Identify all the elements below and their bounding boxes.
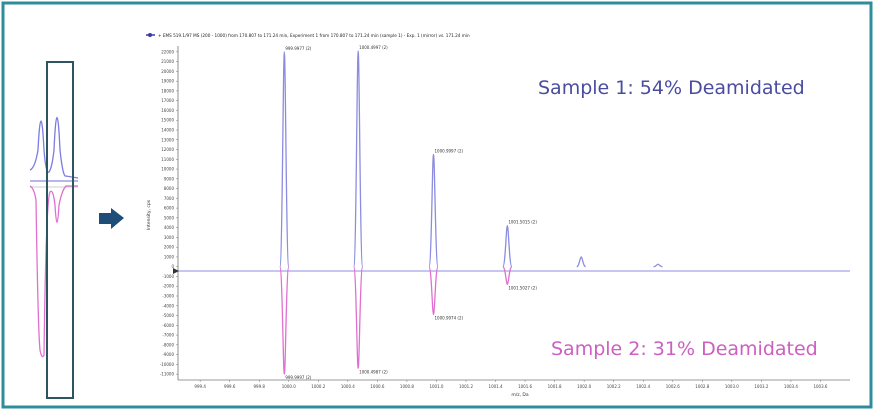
x-tick-labels: 999.4 999.6 999.8 1000.0 1000.2 1000.4 1000.6 1… [194, 380, 828, 389]
y-tick-label: 0 [171, 264, 174, 269]
y-tick-label: 4000 [164, 225, 175, 230]
chart-title: + EMS 519.1/97 MS (200 - 1000) from 170.… [158, 33, 470, 38]
y-tick-label: 17000 [161, 98, 174, 103]
peak-label: 1000.9974 (2) [435, 316, 464, 321]
peak [428, 153, 439, 268]
x-axis-label: m/z, Da [511, 392, 529, 398]
y-tick-label: 5000 [164, 215, 175, 220]
x-tick-label: 1001.6 [518, 384, 532, 389]
y-tick-label: 20000 [161, 69, 174, 74]
y-tick-label: -9000 [162, 352, 174, 357]
x-tick-label: 1003.4 [784, 384, 798, 389]
x-tick-label: 1003.0 [725, 384, 739, 389]
x-tick-label: 1001.0 [429, 384, 443, 389]
y-tick-label: 21000 [161, 59, 174, 64]
peak-label: 1001.5027 (2) [508, 285, 537, 290]
y-tick-label: -3000 [162, 294, 174, 299]
y-tick-label: 1000 [164, 254, 175, 259]
peak [279, 51, 290, 268]
peak-label: 1000.4997 (2) [359, 45, 388, 50]
x-tick-label: 999.4 [194, 384, 206, 389]
y-tick-label: 6000 [164, 206, 175, 211]
right-arrow-icon [99, 208, 124, 229]
peak-label: 999.9977 (2) [285, 46, 311, 51]
y-tick-label: 3000 [164, 235, 175, 240]
peak [502, 225, 513, 268]
inset-sample1-trace [29, 116, 79, 179]
x-tick-label: 1000.0 [282, 384, 296, 389]
y-tick-label: -1000 [162, 274, 174, 279]
peak [353, 50, 364, 268]
y-tick-labels: 2200021000200001900018000170001600015000… [160, 49, 178, 377]
x-tick-label: 1001.2 [459, 384, 473, 389]
x-tick-label: 1003.6 [813, 384, 827, 389]
peak [279, 266, 290, 375]
peak-label: 1001.5015 (2) [508, 220, 537, 225]
sample1-label: Sample 1: 54% Deamidated [538, 77, 805, 99]
y-tick-label: 13000 [161, 137, 174, 142]
y-axis-label: Intensity, cps [146, 199, 152, 230]
y-tick-label: 9000 [164, 176, 175, 181]
series-group: 999.9977 (2) 1000.4997 (2) 1000.9997 (2) 10… [279, 45, 663, 380]
y-tick-label: 14000 [161, 127, 174, 132]
y-tick-label: 16000 [161, 108, 174, 113]
y-tick-label: 11000 [161, 157, 174, 162]
peak [428, 266, 439, 316]
x-tick-label: 1002.0 [577, 384, 591, 389]
y-tick-label: -11000 [160, 372, 175, 377]
x-tick-label: 1000.4 [341, 384, 355, 389]
inset-overview [29, 61, 79, 399]
y-tick-label: 19000 [161, 79, 174, 84]
y-tick-label: -10000 [160, 362, 175, 367]
x-tick-label: 1000.2 [311, 384, 325, 389]
x-tick-label: 999.6 [224, 384, 236, 389]
x-tick-label: 1002.6 [666, 384, 680, 389]
y-tick-label: 12000 [161, 147, 174, 152]
x-tick-label: 1003.2 [754, 384, 768, 389]
series-2: 999.9997 (2) 1000.4987 (2) 1000.9974 (2) 10… [279, 266, 537, 380]
inset-sample2-trace [29, 185, 78, 358]
x-tick-label: 999.8 [254, 384, 266, 389]
peak [576, 256, 586, 268]
y-tick-label: 7000 [164, 196, 175, 201]
y-tick-label: 8000 [164, 186, 175, 191]
y-tick-label: -5000 [162, 313, 174, 318]
y-tick-label: -6000 [162, 323, 174, 328]
peak-label: 1000.9997 (2) [435, 148, 464, 153]
x-tick-label: 1000.6 [370, 384, 384, 389]
zero-marker [173, 268, 179, 274]
peak-label: 999.9997 (2) [285, 375, 311, 380]
y-tick-label: -2000 [162, 284, 174, 289]
y-tick-label: 18000 [161, 88, 174, 93]
y-tick-label: 22000 [161, 49, 174, 54]
y-tick-label: 15000 [161, 118, 174, 123]
x-tick-label: 1002.4 [636, 384, 650, 389]
y-tick-label: -8000 [162, 342, 174, 347]
y-tick-label: -4000 [162, 303, 174, 308]
x-tick-label: 1002.8 [695, 384, 709, 389]
spectrum-chart: + EMS 519.1/97 MS (200 - 1000) from 170.… [146, 33, 850, 398]
x-tick-label: 1002.2 [607, 384, 621, 389]
peak [653, 263, 663, 268]
sample2-label: Sample 2: 31% Deamidated [551, 338, 818, 360]
y-tick-label: -7000 [162, 333, 174, 338]
y-tick-label: 10000 [161, 167, 174, 172]
inset-highlight-box [46, 61, 74, 399]
peak [353, 266, 364, 369]
x-tick-label: 1000.8 [400, 384, 414, 389]
x-tick-label: 1001.4 [489, 384, 503, 389]
peak [502, 266, 513, 285]
peak-label: 1000.4987 (2) [359, 369, 388, 374]
x-tick-label: 1001.8 [548, 384, 562, 389]
y-tick-label: 2000 [164, 245, 175, 250]
legend-marker [148, 33, 152, 37]
series-1: 999.9977 (2) 1000.4997 (2) 1000.9997 (2) 10… [279, 45, 663, 268]
